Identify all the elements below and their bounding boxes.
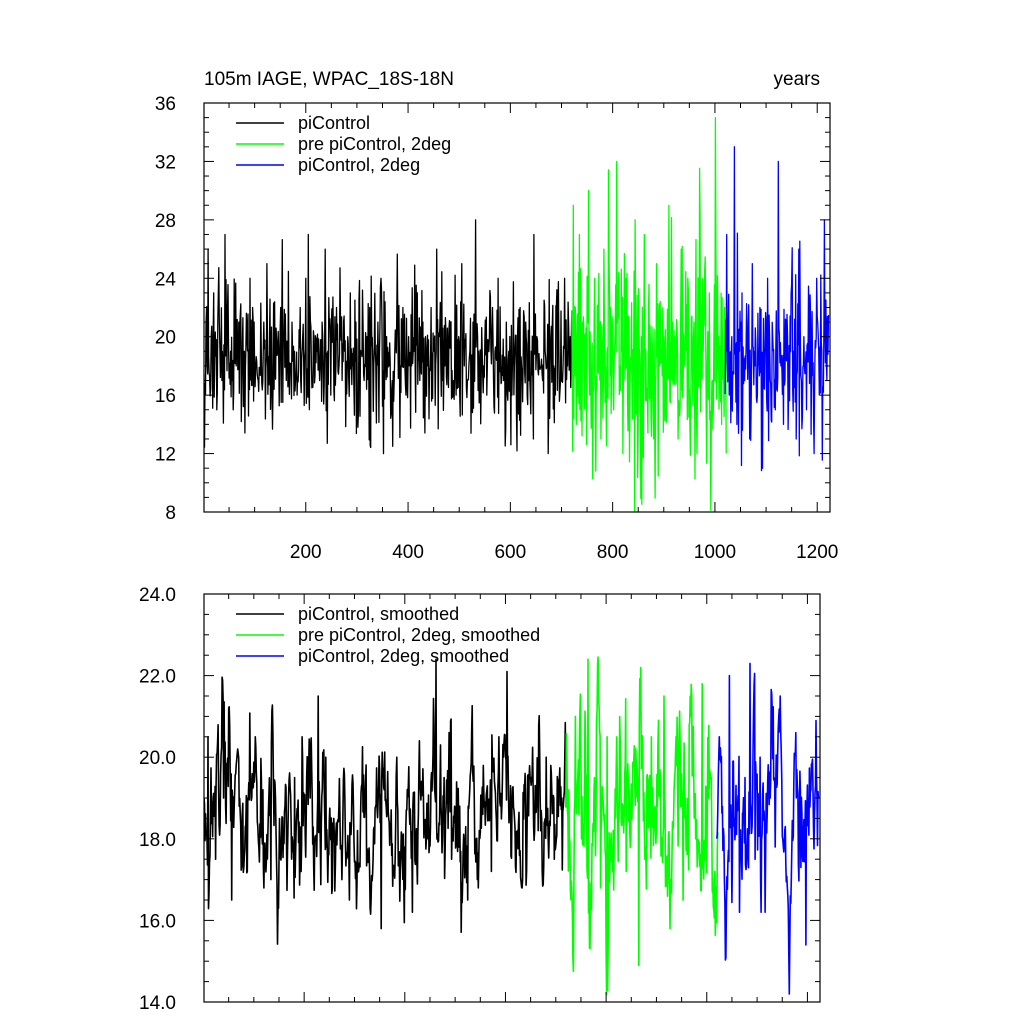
legend-label: pre piControl, 2deg, smoothed <box>298 625 540 645</box>
series-line-0 <box>204 219 573 455</box>
legend-label: piControl, 2deg <box>298 155 420 175</box>
y-tick-label: 22.0 <box>139 667 176 688</box>
bottom-panel: 14.0 16.0 18.0 20.0 22.0 24.0 piControl, smoot… <box>139 585 821 1014</box>
top-panel: 8 12 16 20 24 28 32 36 200 400 600 800 1000 1200 105m … <box>155 69 838 563</box>
x-tick-label: 800 <box>597 542 629 563</box>
legend-label: pre piControl, 2deg <box>298 134 451 154</box>
y-tick-label: 16.0 <box>139 911 176 932</box>
series-line-2 <box>724 146 830 472</box>
y-tick-label: 8 <box>165 503 176 524</box>
chart-title: 105m IAGE, WPAC_18S-18N <box>204 69 454 90</box>
legend-label: piControl <box>298 113 370 133</box>
y-tick-label: 24 <box>155 269 177 290</box>
x-tick-label: 1000 <box>694 542 736 563</box>
legend-label: piControl, smoothed <box>298 604 459 624</box>
x-tick-label: 600 <box>494 542 526 563</box>
y-tick-label: 18.0 <box>139 830 176 851</box>
series-line-1 <box>565 656 719 996</box>
series-line-0 <box>204 658 567 945</box>
y-tick-label: 24.0 <box>139 585 176 606</box>
x-tick-label: 1200 <box>796 542 838 563</box>
y-tick-label: 20 <box>155 328 176 349</box>
y-tick-label: 32 <box>155 152 176 173</box>
y-tick-label: 16 <box>155 386 176 407</box>
y-tick-label: 14.0 <box>139 993 176 1014</box>
legend-label: piControl, 2deg, smoothed <box>298 646 509 666</box>
x-tick-label: 400 <box>392 542 424 563</box>
y-tick-label: 20.0 <box>139 748 176 769</box>
chart-title-right: years <box>774 69 820 90</box>
series-line-1 <box>571 116 727 512</box>
y-tick-label: 28 <box>155 211 176 232</box>
x-tick-label: 200 <box>290 542 322 563</box>
series-line-2 <box>716 662 820 995</box>
y-tick-label: 12 <box>155 445 176 466</box>
y-tick-label: 36 <box>155 94 176 115</box>
